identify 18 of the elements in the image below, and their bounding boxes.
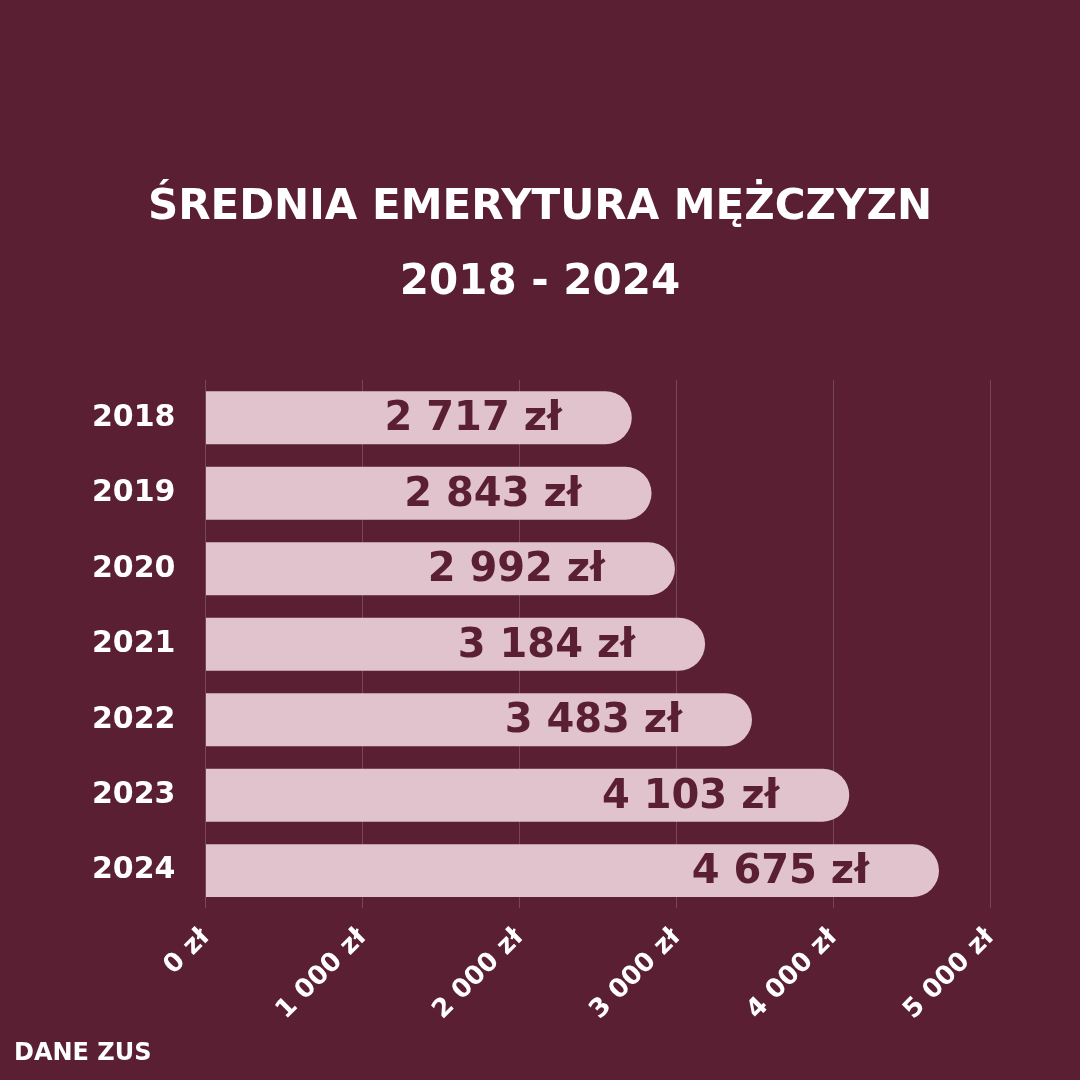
data-label: 2 843 zł — [404, 468, 583, 515]
y-tick-label: 2018 — [92, 397, 176, 433]
data-label: 3 184 zł — [457, 619, 637, 666]
y-tick-label: 2023 — [92, 775, 176, 810]
chart-title: ŚREDNIA EMERYTURA MĘŻCZYZN — [146, 180, 934, 229]
x-tick-label: 0 zł — [156, 920, 216, 980]
data-label: 2 992 zł — [427, 544, 607, 591]
data-label: 4 103 zł — [601, 770, 781, 817]
chart-subtitle: 2018 - 2024 — [398, 255, 682, 304]
data-label: 2 717 zł — [384, 393, 563, 440]
data-label: 4 675 zł — [691, 846, 871, 893]
y-tick-label: 2019 — [92, 473, 176, 509]
y-tick-label: 2022 — [92, 699, 176, 735]
y-tick-label: 2024 — [92, 850, 176, 886]
y-tick-label: 2020 — [92, 548, 176, 584]
text: DANE ZUS — [14, 1038, 152, 1066]
data-label: 3 483 zł — [504, 695, 684, 742]
y-tick-label: 2021 — [92, 624, 176, 660]
